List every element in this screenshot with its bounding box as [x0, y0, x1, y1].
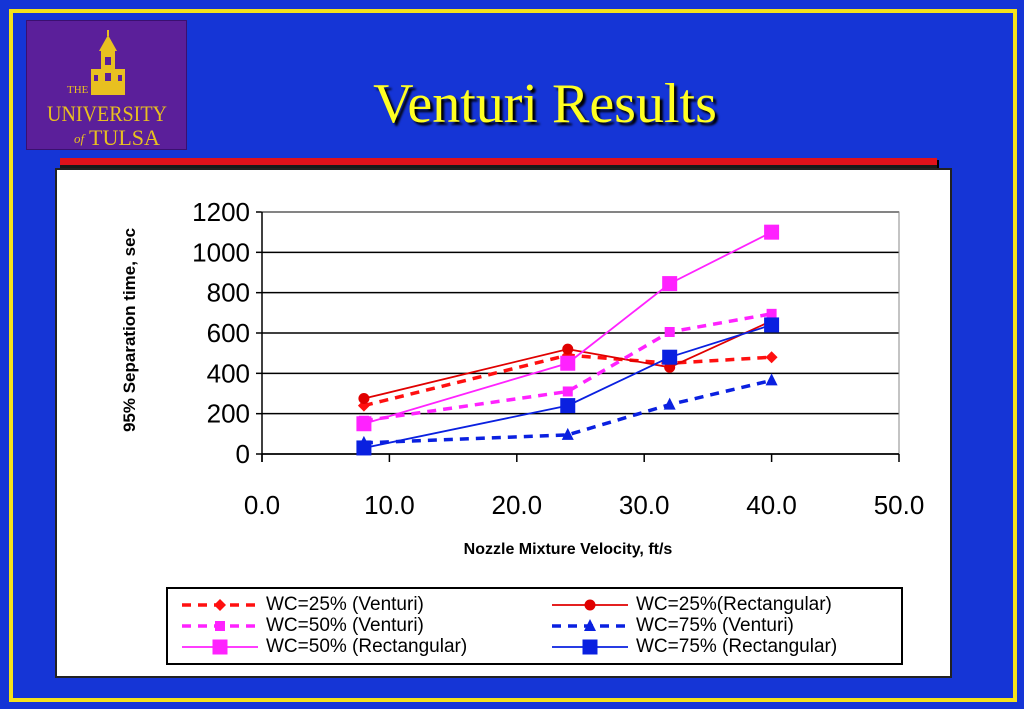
- data-point: [356, 416, 372, 432]
- data-point: [562, 343, 574, 355]
- line-chart: 0 200 400 600 800 1000 1200 0.0 10.0 20.0 30.0 40.0…: [192, 197, 925, 520]
- legend-label: WC=75% (Rectangular): [636, 636, 838, 657]
- logo-text-the: THE: [67, 84, 89, 96]
- legend-swatch: [552, 599, 628, 611]
- legend-label: WC=50% (Rectangular): [266, 636, 468, 657]
- slide-title: Venturi Results: [373, 73, 717, 135]
- y-tick-label: 600: [207, 318, 250, 348]
- legend-swatch: [182, 599, 258, 611]
- logo-text-of: of: [74, 131, 87, 146]
- data-point: [764, 224, 780, 240]
- legend-swatch: [552, 619, 628, 631]
- tower-icon: THE UNIVERSITY of TULSA: [47, 30, 167, 150]
- legend-label: WC=75% (Venturi): [636, 615, 794, 636]
- logo-text-tulsa: TULSA: [89, 125, 160, 150]
- legend-label: WC=50% (Venturi): [266, 615, 424, 636]
- series-line: [363, 312, 772, 423]
- legend-item: WC=75% (Venturi): [550, 615, 794, 636]
- data-point: [765, 351, 778, 364]
- series-line: [363, 231, 773, 425]
- legend-marker: [212, 639, 228, 655]
- legend-marker: [584, 619, 596, 631]
- legend-marker: [215, 621, 225, 631]
- x-tick-label: 40.0: [746, 490, 797, 520]
- y-tick-label: 200: [207, 399, 250, 429]
- x-tick-label: 50.0: [874, 490, 925, 520]
- y-tick-label: 0: [236, 439, 250, 469]
- legend-marker: [582, 639, 598, 655]
- x-tick-label: 20.0: [491, 490, 542, 520]
- y-tick-label: 1200: [192, 197, 250, 227]
- legend-swatch: [182, 639, 258, 655]
- legend-marker: [214, 599, 226, 611]
- series-line: [363, 353, 772, 408]
- data-point: [663, 397, 676, 410]
- data-point: [562, 386, 573, 397]
- logo-text-university: UNIVERSITY: [47, 101, 167, 126]
- slide-frame: [9, 9, 1017, 702]
- data-point: [358, 393, 370, 405]
- data-point: [560, 355, 576, 371]
- series-line: [363, 378, 773, 445]
- chart-legend: WC=25% (Venturi) WC=25%(Rectangular) WC=50…: [166, 587, 903, 665]
- legend-swatch: [182, 621, 258, 631]
- legend-marker: [584, 599, 596, 611]
- university-logo: THE UNIVERSITY of TULSA: [26, 20, 187, 150]
- legend-item: WC=75% (Rectangular): [550, 636, 838, 657]
- legend-item: WC=25%(Rectangular): [550, 594, 832, 615]
- legend-item: WC=25% (Venturi): [180, 594, 424, 615]
- x-tick-label: 0.0: [244, 490, 280, 520]
- legend-item: WC=50% (Rectangular): [180, 636, 468, 657]
- x-tick-label: 10.0: [364, 490, 415, 520]
- legend-label: WC=25% (Venturi): [266, 594, 424, 615]
- y-axis-label: 95% Separation time, sec: [120, 227, 139, 433]
- data-point: [561, 427, 574, 440]
- y-tick-label: 1000: [192, 237, 250, 267]
- data-point: [356, 440, 372, 456]
- data-point: [662, 276, 678, 292]
- legend-label: WC=25%(Rectangular): [636, 594, 832, 615]
- data-point: [664, 326, 675, 337]
- data-point: [766, 308, 777, 319]
- series-line: [363, 320, 772, 400]
- y-tick-label: 400: [207, 358, 250, 388]
- series-6: [356, 317, 780, 456]
- data-point: [764, 317, 780, 333]
- x-axis-label: Nozzle Mixture Velocity, ft/s: [463, 541, 673, 558]
- y-tick-label: 800: [207, 278, 250, 308]
- series-5: [356, 224, 780, 432]
- legend-item: WC=50% (Venturi): [180, 615, 424, 636]
- legend-swatch: [552, 639, 628, 655]
- data-point: [560, 398, 576, 414]
- x-tick-label: 30.0: [619, 490, 670, 520]
- series-line: [363, 324, 772, 449]
- data-point: [662, 349, 678, 365]
- data-point: [765, 373, 778, 386]
- title-underline: [60, 158, 937, 168]
